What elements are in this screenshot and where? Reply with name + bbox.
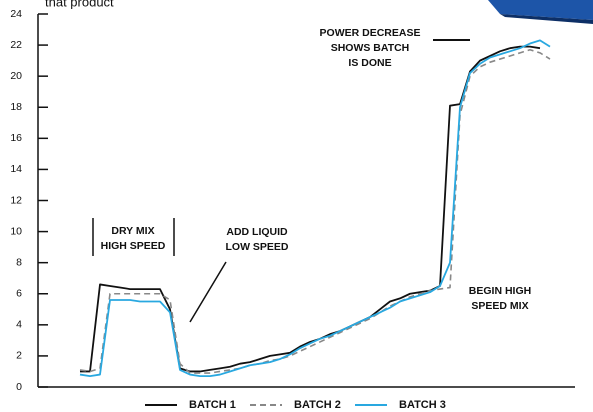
annotation: DRY MIX — [111, 225, 154, 237]
series-line — [79, 48, 551, 374]
series-line — [80, 45, 541, 373]
series-line — [79, 39, 551, 378]
annotation: LOW SPEED — [225, 241, 288, 253]
product-image — [488, 0, 593, 20]
y-tick-label: 12 — [10, 194, 22, 206]
y-tick-label: 18 — [10, 101, 22, 113]
annotation: ADD LIQUID — [226, 226, 288, 238]
annotation: HIGH SPEED — [101, 240, 166, 252]
legend-label: BATCH 3 — [399, 399, 446, 411]
y-tick-label: 14 — [10, 163, 22, 175]
annotation: SPEED MIX — [471, 300, 528, 312]
y-tick-label: 20 — [10, 70, 22, 82]
y-tick-label: 22 — [10, 39, 22, 51]
annotation-line — [189, 261, 227, 323]
y-tick-label: 16 — [10, 132, 22, 144]
y-tick-label: 24 — [10, 8, 22, 20]
y-tick-label: 8 — [16, 256, 22, 268]
top-text: that product — [45, 0, 114, 9]
annotation: SHOWS BATCH — [331, 42, 410, 54]
y-tick-label: 0 — [16, 381, 22, 393]
y-tick-label: 6 — [16, 288, 22, 300]
y-tick-label: 2 — [16, 350, 22, 362]
product-image-edge — [500, 14, 593, 24]
y-tick-label: 4 — [16, 319, 22, 331]
legend-label: BATCH 2 — [294, 399, 341, 411]
annotation: IS DONE — [348, 57, 391, 69]
legend-label: BATCH 1 — [189, 399, 236, 411]
annotation: POWER DECREASE — [320, 27, 421, 39]
y-tick-label: 10 — [10, 225, 22, 237]
annotation: BEGIN HIGH — [469, 285, 531, 297]
